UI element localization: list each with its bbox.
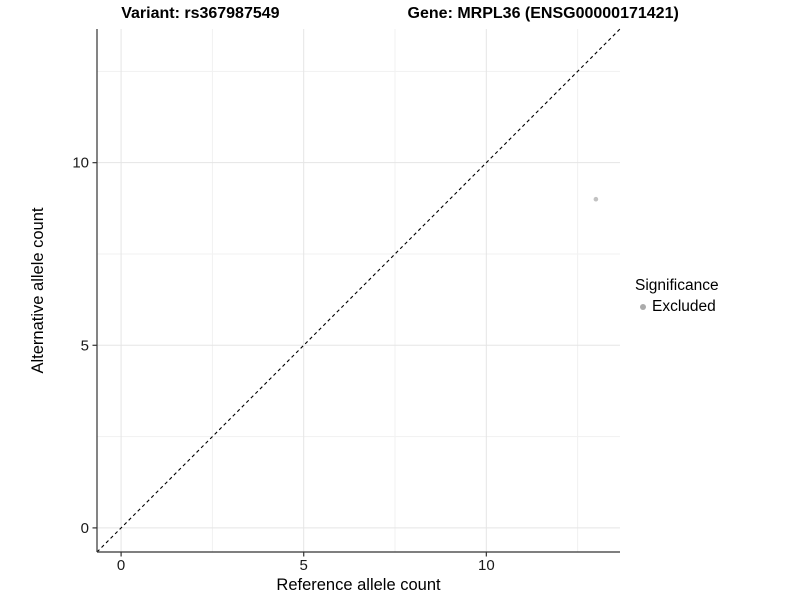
- y-tick-label: 10: [72, 155, 89, 172]
- x-tick-label: 5: [300, 557, 308, 574]
- legend-key-circle-icon: [640, 304, 646, 310]
- identity-dashed-line: [96, 28, 621, 553]
- legend-entries: Excluded: [635, 298, 719, 316]
- legend-entry-excluded: Excluded: [635, 298, 719, 316]
- plot-title: Variant: rs367987549 Gene: MRPL36 (ENSG0…: [0, 5, 800, 23]
- y-axis-title: Alternative allele count: [29, 207, 47, 374]
- legend-entry-label: Excluded: [652, 298, 716, 315]
- y-tick-label: 0: [81, 520, 89, 537]
- data-point-excluded: [593, 196, 599, 202]
- legend: Significance Excluded: [635, 277, 719, 316]
- x-axis-title: Reference allele count: [276, 576, 441, 594]
- x-tick-label: 0: [117, 557, 125, 574]
- legend-title: Significance: [635, 277, 719, 294]
- plot-title-variant: Variant: rs367987549: [121, 5, 280, 22]
- x-tick-label: 10: [478, 557, 495, 574]
- plot-title-gene: Gene: MRPL36 (ENSG00000171421): [407, 5, 679, 22]
- y-tick-label: 5: [81, 337, 89, 354]
